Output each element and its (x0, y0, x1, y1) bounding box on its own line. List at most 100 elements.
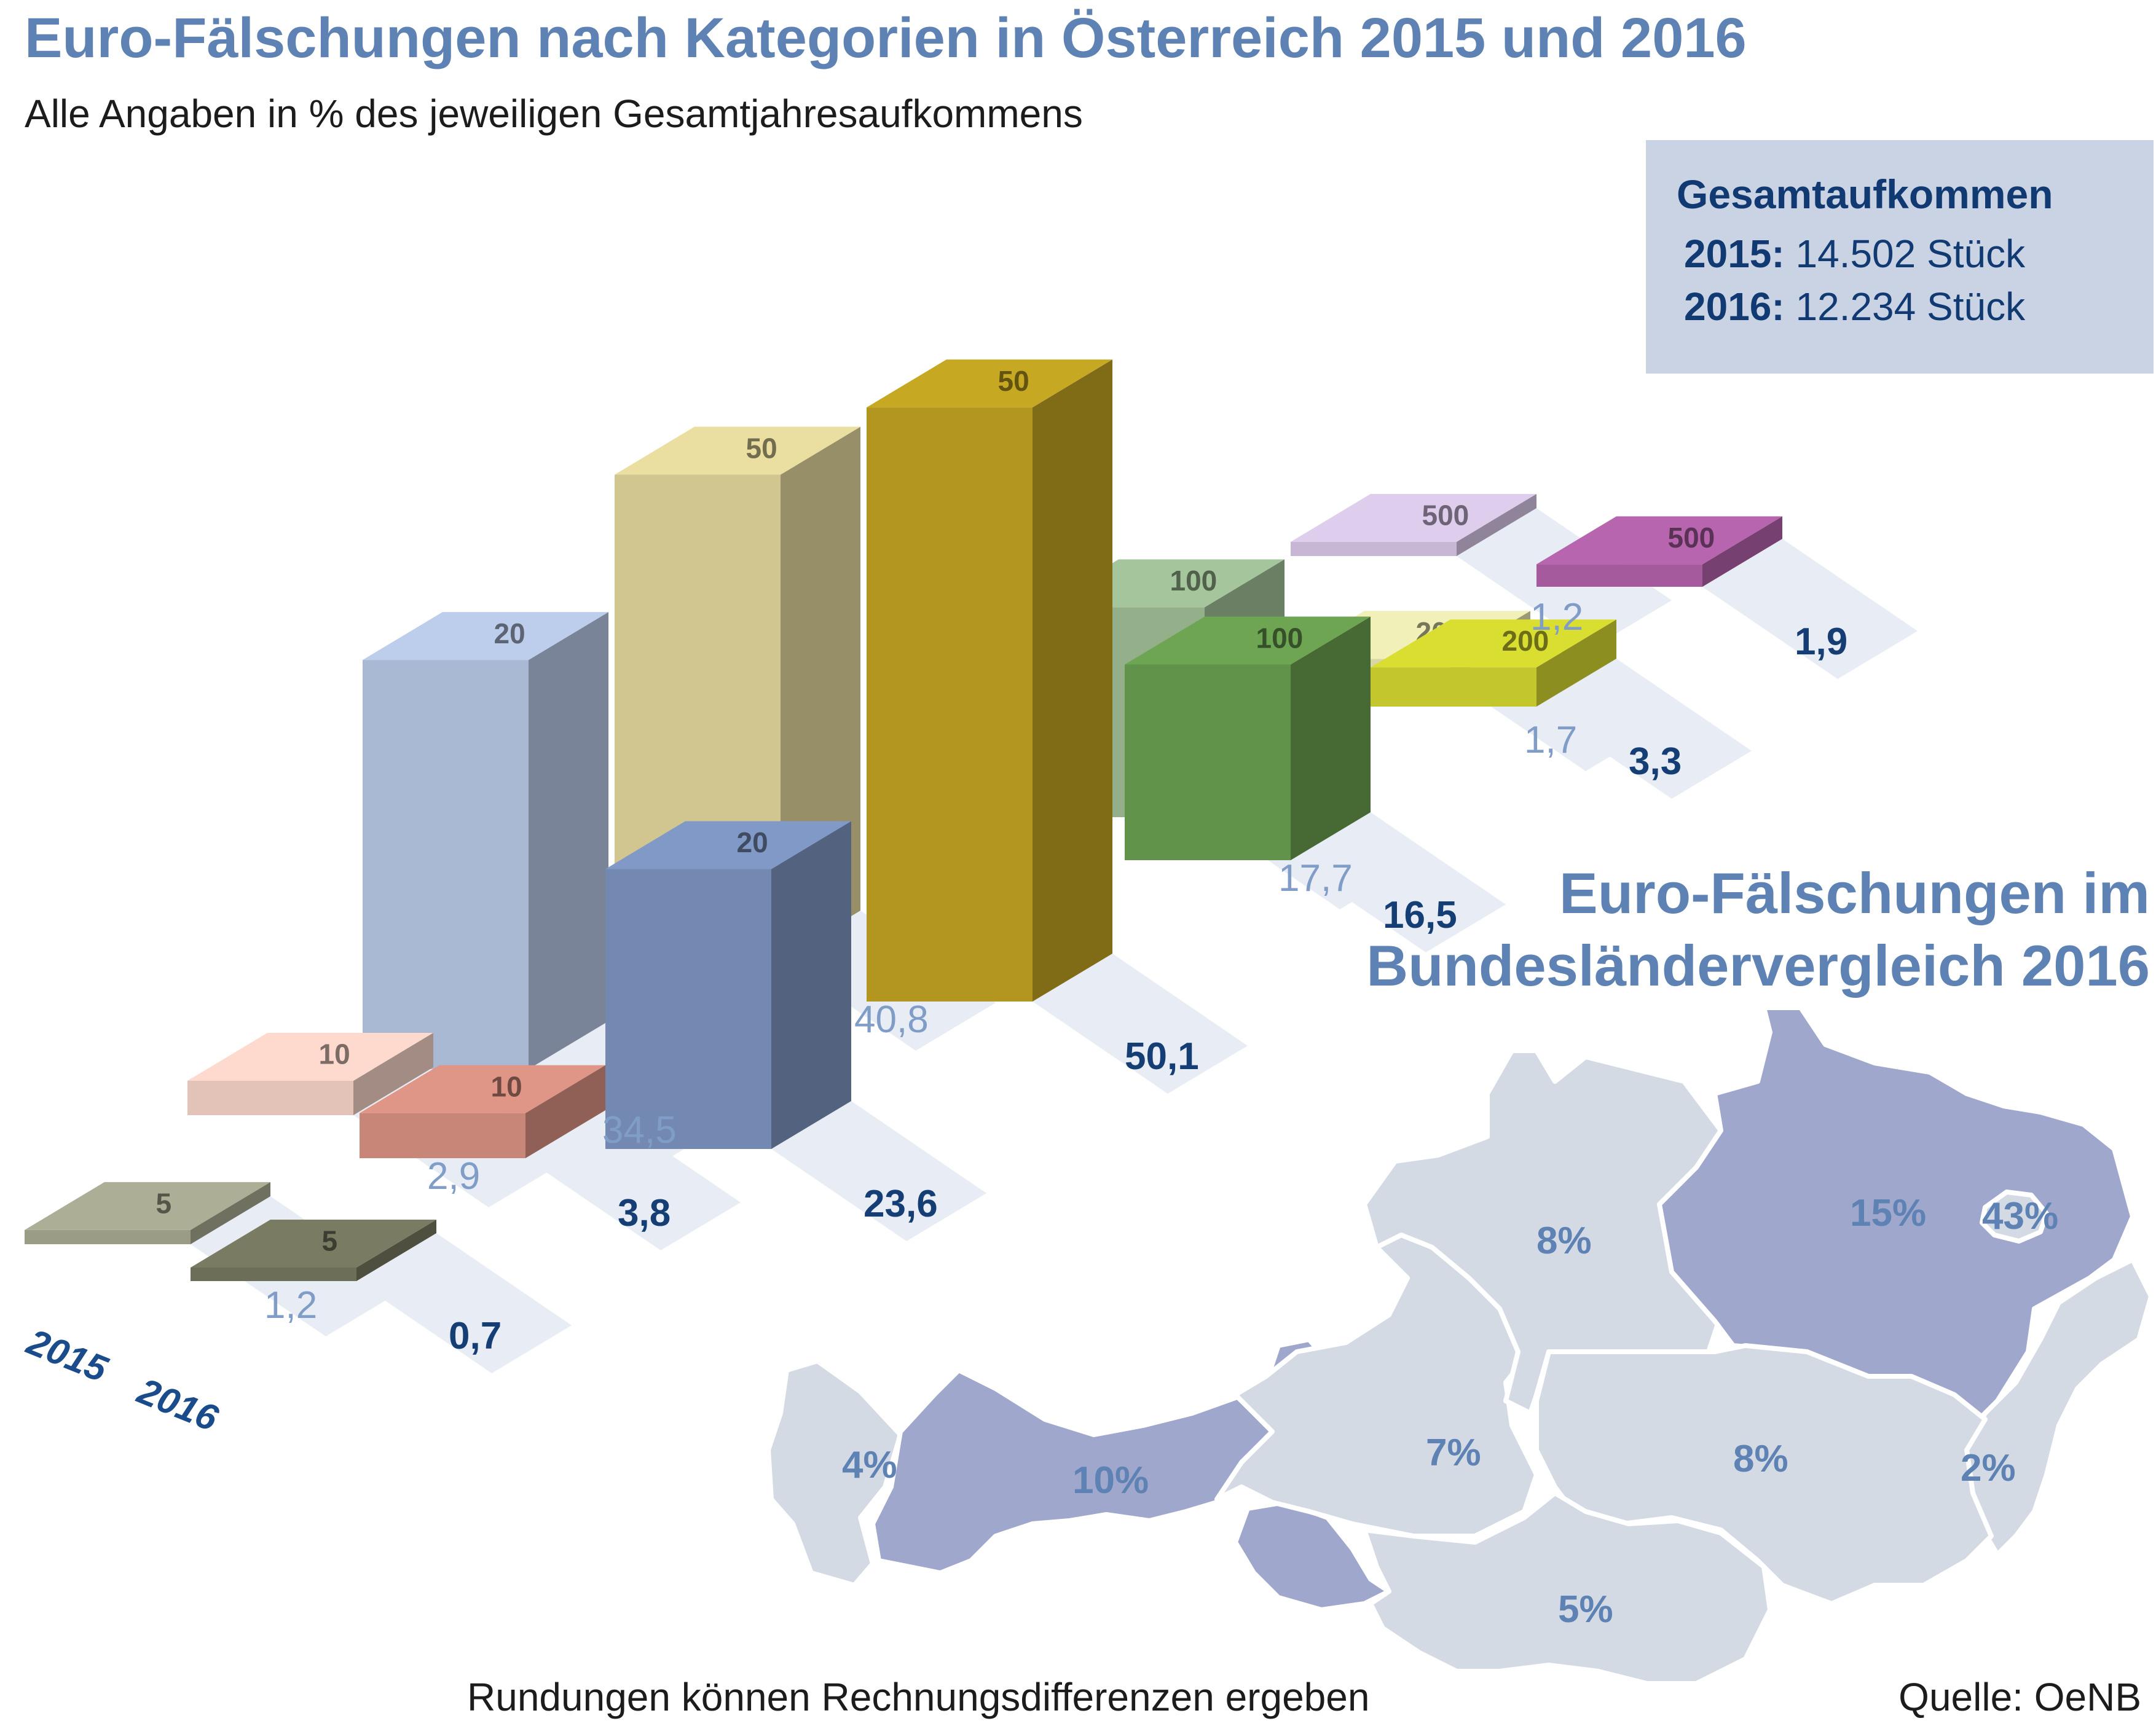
side-20-2015 (529, 612, 608, 1069)
year-label-2015: 2015 (21, 1321, 114, 1390)
note-denomination-50-2016: 50 (998, 365, 1029, 397)
bar-20-2016: 20 (605, 821, 851, 1149)
note-denomination-100-2016: 100 (1256, 622, 1304, 654)
note-denomination-500-2015: 500 (1422, 500, 1469, 531)
map-label-vorarlberg: 4% (842, 1444, 897, 1486)
map-label-burgenland: 2% (1961, 1447, 2016, 1489)
bar-20-2015: 20 (363, 612, 608, 1069)
side-20-2016 (771, 821, 851, 1149)
map-region-wien (1980, 1190, 2049, 1244)
top-100-2016 (1125, 616, 1371, 665)
value-label-50-2015: 40,8 (854, 998, 929, 1041)
bar-500-2016: 500 (1536, 516, 1782, 587)
map-label-tirol: 10% (1072, 1459, 1149, 1502)
value-label-10-2015: 2,9 (427, 1155, 480, 1198)
top-500-2016 (1536, 516, 1782, 565)
side-10-2015 (353, 1033, 433, 1115)
side-50-2016 (1033, 359, 1112, 1002)
bar-stacks: 50050020020010010050502010201055 (25, 359, 1782, 1281)
front-10-2016 (360, 1113, 525, 1158)
totals-2016-value: 12.234 Stück (1795, 284, 2026, 329)
bar-200-2016: 200 (1371, 619, 1616, 707)
map-region-vorarlberg (766, 1358, 903, 1588)
totals-line-2016: 2016: 12.234 Stück (1684, 284, 2025, 329)
shadow-5-2016 (356, 1233, 572, 1373)
top-10-2015 (187, 1033, 433, 1081)
value-label-500-2016: 1,9 (1795, 621, 1847, 663)
side-500-2015 (1457, 493, 1536, 556)
totals-2016-year: 2016: (1684, 284, 1785, 329)
value-label-100-2016: 16,5 (1383, 894, 1457, 936)
shadow-200-2016 (1536, 659, 1752, 799)
note-denomination-20-2016: 20 (737, 826, 768, 858)
front-200-2016 (1371, 667, 1536, 707)
shadow-20-2016 (771, 1101, 986, 1241)
note-denomination-5-2015: 5 (156, 1188, 172, 1220)
value-label-20-2015: 34,5 (602, 1109, 677, 1151)
map-title-line1: Euro-Fälschungen im (1559, 861, 2150, 925)
source: Quelle: OeNB (1898, 1675, 2141, 1719)
top-20-2016 (605, 821, 851, 869)
map-label-oberoesterreich: 8% (1536, 1220, 1592, 1262)
front-20-2016 (605, 869, 771, 1149)
map-label-wien: 43% (1982, 1195, 2058, 1237)
bar-50-2016: 50 (867, 359, 1112, 1002)
bar-100-2016: 100 (1125, 616, 1371, 860)
bar-5-2016: 5 (191, 1220, 436, 1281)
top-10-2016 (360, 1065, 605, 1113)
value-label-100-2015: 17,7 (1278, 857, 1353, 900)
shadow-500-2016 (1702, 539, 1918, 679)
footnote: Rundungen können Rechnungsdifferenzen er… (467, 1675, 1370, 1719)
value-label-10-2016: 3,8 (618, 1192, 671, 1234)
front-20-2015 (363, 660, 529, 1069)
value-label-200-2016: 3,3 (1629, 740, 1682, 783)
top-50-2015 (615, 426, 860, 475)
note-denomination-100-2015: 100 (1170, 565, 1218, 597)
note-denomination-20-2015: 20 (494, 618, 525, 649)
value-label-5-2015: 1,2 (264, 1284, 317, 1327)
side-5-2015 (191, 1182, 270, 1244)
map-title-line2: Bundesländervergleich 2016 (1366, 933, 2150, 998)
shadow-50-2016 (1033, 954, 1248, 1094)
value-label-200-2015: 1,7 (1524, 719, 1577, 761)
chart-title: Euro-Fälschungen nach Kategorien in Öste… (25, 7, 1747, 69)
map-label-kaernten: 5% (1558, 1588, 1613, 1631)
front-10-2015 (187, 1081, 353, 1115)
map-label-steiermark: 8% (1733, 1438, 1788, 1480)
side-5-2016 (356, 1220, 436, 1281)
map-label-niederoesterreich: 15% (1850, 1192, 1926, 1234)
bar-10-2015: 10 (187, 1033, 433, 1115)
note-denomination-500-2016: 500 (1668, 522, 1715, 554)
shadow-10-2016 (525, 1110, 741, 1250)
totals-line-2015: 2015: 14.502 Stück (1684, 231, 2025, 276)
front-50-2016 (867, 407, 1033, 1002)
top-5-2016 (191, 1220, 436, 1268)
top-20-2015 (363, 612, 608, 661)
map-region-kaernten (1362, 1491, 1772, 1686)
shadow-100-2016 (1291, 812, 1506, 952)
note-denomination-10-2016: 10 (491, 1070, 522, 1102)
value-label-5-2016: 0,7 (449, 1315, 502, 1357)
front-500-2016 (1536, 564, 1702, 587)
year-label-2016: 2016 (132, 1370, 224, 1440)
map-label-salzburg: 7% (1426, 1432, 1481, 1474)
austria-map: 4% 10% 7% 8% 15% 43% 2% 8% 5% (766, 1005, 2154, 1686)
totals-box: Gesamtaufkommen 2015: 14.502 Stück 2016:… (1646, 140, 2154, 374)
bar-500-2015: 500 (1291, 493, 1536, 556)
totals-2015-year: 2015: (1684, 232, 1785, 276)
front-500-2015 (1291, 541, 1457, 556)
map-region-burgenland (1964, 1257, 2154, 1557)
side-500-2016 (1702, 516, 1782, 587)
note-denomination-10-2015: 10 (319, 1038, 350, 1070)
bar-10-2016: 10 (360, 1065, 605, 1158)
value-label-20-2016: 23,6 (864, 1183, 938, 1225)
front-5-2015 (25, 1229, 191, 1244)
side-10-2016 (525, 1065, 605, 1158)
map-region-salzburg (1214, 1214, 1539, 1539)
note-denomination-200-2016: 200 (1502, 625, 1549, 657)
value-label-50-2016: 50,1 (1125, 1035, 1199, 1078)
top-500-2015 (1291, 493, 1536, 542)
front-100-2016 (1125, 664, 1291, 860)
top-50-2016 (867, 359, 1112, 408)
